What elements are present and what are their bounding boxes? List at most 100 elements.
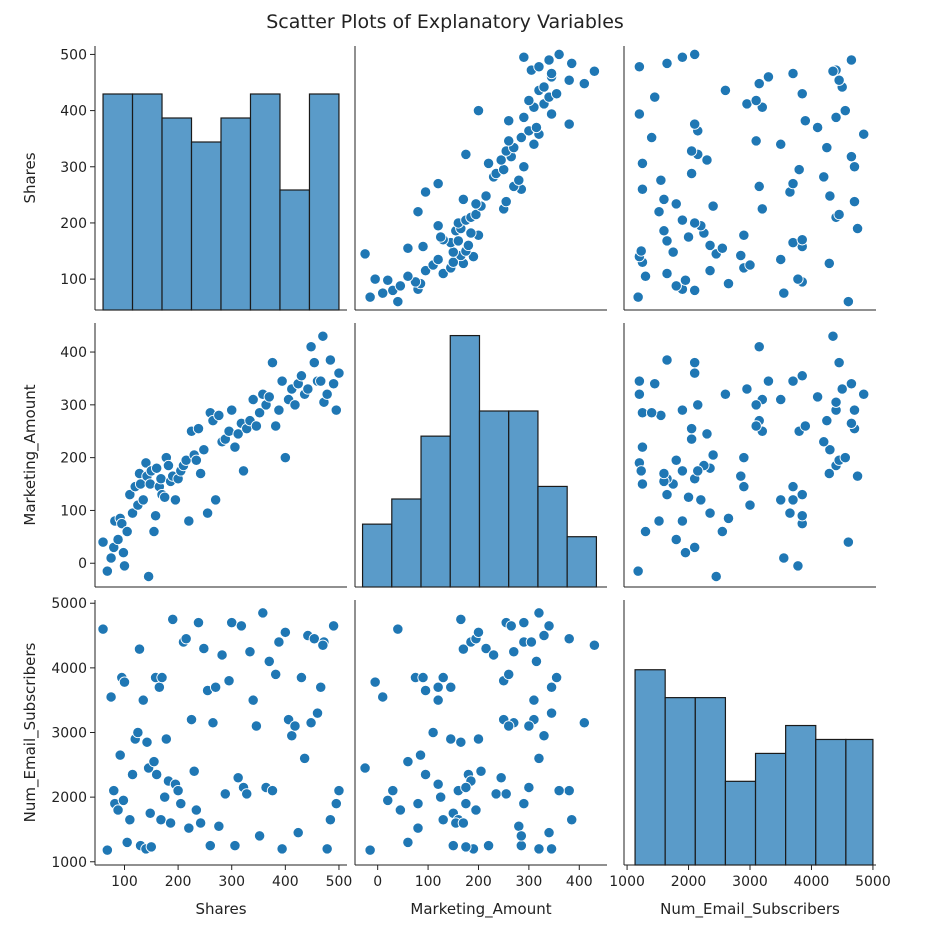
panel-shares-vs-num-email-subscribers [623,46,876,311]
scatter-point [263,391,275,403]
scatter-point [833,74,845,86]
panel-shares-vs-shares: 100 200 300 400 500 [60,46,347,311]
scatter-point [538,730,550,742]
scatter-point [787,67,799,80]
scatter-point [550,88,563,100]
x-tick-label: 2000 [671,874,707,890]
scatter-point [144,807,156,819]
scatter-point [330,797,342,810]
scatter-point [298,752,311,764]
scatter-point [207,717,219,729]
scatter-point [762,375,775,387]
scatter-point [762,71,775,83]
scatter-point [286,730,298,742]
scatter-point [778,287,790,299]
scatter-point [470,198,482,210]
scatter-point [213,820,225,832]
scatter-point [827,330,839,342]
scatter-point [142,570,155,583]
scatter-point [750,399,762,411]
scatter-point [402,270,414,282]
scatter-point [419,186,432,198]
scatter-point [792,273,804,285]
scatter-point [741,383,753,395]
scatter-point [636,183,649,195]
scatter-point [563,785,575,797]
scatter-point [676,465,689,477]
scatter-point [784,507,796,519]
scatter-point [118,560,131,572]
scatter-point [324,354,337,366]
scatter-point [237,465,250,477]
scatter-point [704,239,716,252]
scatter-point [827,65,839,77]
scatter-point [118,676,131,688]
scatter-point [209,494,222,506]
scatter-point [412,206,424,218]
scatter-point [437,267,449,280]
scatter-point [114,749,126,761]
scatter-point [719,388,732,400]
scatter-point [198,444,210,456]
scatter-point [460,841,472,853]
scatter-point [465,227,477,239]
scatter-point [445,733,457,745]
scatter-point [140,457,152,469]
scatter-point [842,295,854,308]
scatter-point [796,370,808,382]
histogram-bar [815,738,847,866]
scatter-point [333,785,345,797]
scatter-point [518,616,530,629]
scatter-point [213,409,225,422]
scatter-point [633,375,646,387]
y-tick-label: 2000 [51,790,87,806]
scatter-point [685,433,698,445]
scatter-point [482,157,495,170]
y-tick-label: 100 [60,503,87,519]
scatter-point [578,77,590,90]
scatter-point [159,791,171,803]
scatter-point [701,154,713,166]
y-tick-label: 300 [60,398,87,414]
scatter-point [503,115,515,127]
scatter-point [533,752,545,764]
scatter-point [419,768,432,781]
scatter-point [460,797,472,810]
scatter-point [661,235,673,247]
histogram-bar [391,498,422,588]
scatter-point [412,797,424,810]
scatter-point [321,388,333,400]
scatter-point [543,54,555,66]
scatter-point [796,234,808,246]
y-tick-label: 500 [60,47,87,63]
scatter-point [707,200,719,212]
histogram-bar [724,780,757,866]
scatter-point [219,788,231,800]
scatter-point [226,404,238,416]
scatter-point [851,470,864,482]
scatter-point [775,393,787,406]
scatter-point [435,231,447,243]
scatter-point [364,291,376,303]
scatter-point [842,536,854,548]
histogram-bar [449,334,481,588]
scatter-point [101,565,113,577]
scatter-point [682,231,695,243]
scatter-point [160,733,172,745]
scatter-point [744,259,756,271]
scatter-point [635,465,647,477]
scatter-point [538,81,550,93]
scatter-point [649,91,661,103]
scatter-point [824,444,836,456]
histogram-bar [634,669,666,866]
scatter-point [295,370,308,382]
scatter-point [545,681,558,693]
scatter-point [490,788,502,800]
y-tick-label: 200 [60,216,87,232]
scatter-point [266,785,279,797]
scatter-point [392,295,404,308]
x-tick-label: 400 [566,874,593,890]
scatter-point [276,375,288,387]
scatter-point [279,626,291,638]
